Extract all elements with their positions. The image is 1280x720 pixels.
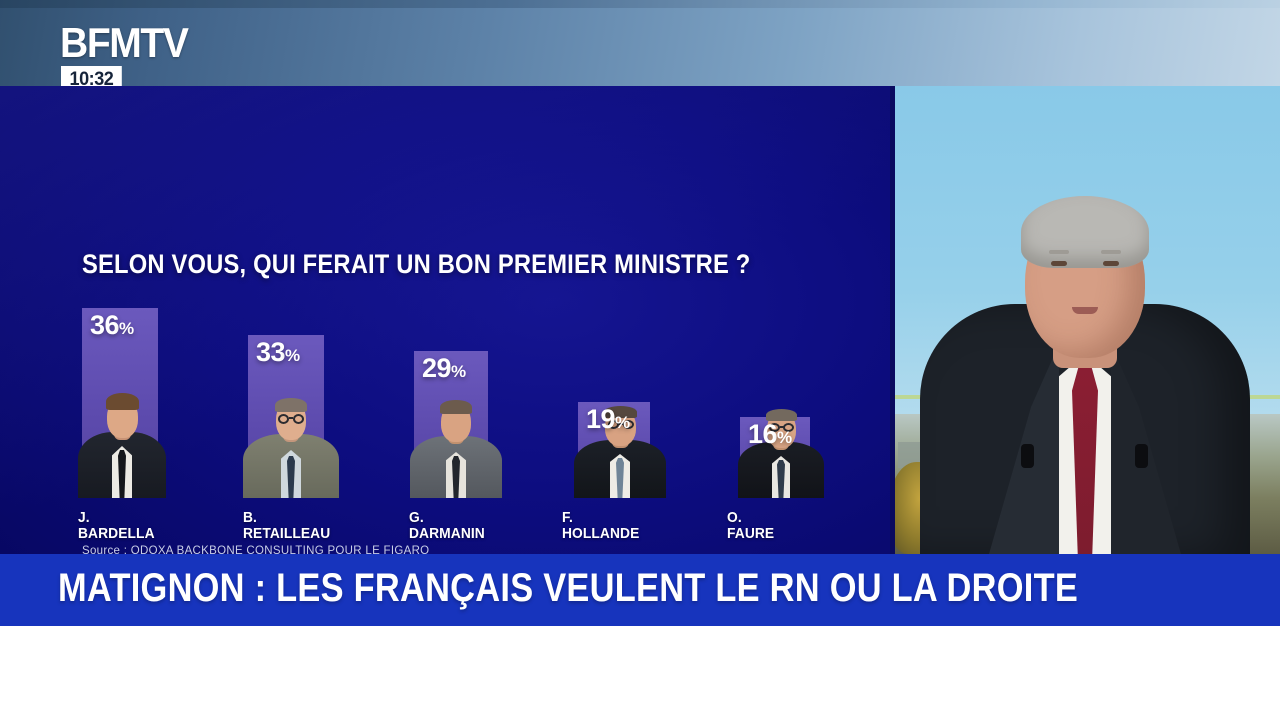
anchor-eye-right: [1103, 261, 1119, 266]
bar-item-2: 33%: [243, 335, 339, 498]
poll-graphic-panel: 36% J. BARDELLA 33% B. RETA: [0, 86, 890, 554]
lapel-microphone-left: [1021, 444, 1034, 468]
bar-item-4: 19%: [574, 402, 666, 498]
bar-label-2: B. RETAILLEAU: [243, 509, 331, 542]
bar-value-4: 19%: [586, 404, 631, 434]
poll-source-label: Source : ODOXA BACKBONE CONSULTING POUR …: [82, 545, 430, 554]
portrait-retailleau: [241, 388, 341, 498]
poll-question-title: SELON VOUS, QUI FERAIT UN BON PREMIER MI…: [82, 249, 751, 279]
bar-value-2: 33%: [256, 337, 301, 367]
anchor-mouth: [1072, 307, 1098, 314]
bar-value-1: 36%: [90, 310, 135, 340]
video-panel-divider: [890, 86, 895, 554]
headline-text: MATIGNON : LES FRANÇAIS VEULENT LE RN OU…: [58, 566, 1079, 610]
bar-value-5: 16%: [748, 419, 793, 449]
bar-item-1: 36%: [78, 308, 166, 498]
anchor-hair: [1021, 196, 1149, 268]
live-video-feed: [890, 86, 1280, 554]
bar-value-3: 29%: [422, 353, 467, 383]
bar-item-5: 16%: [738, 409, 824, 498]
news-anchor: [920, 194, 1250, 554]
portrait-bardella: [74, 386, 170, 498]
bar-label-5: O. FAURE: [727, 509, 775, 542]
lapel-microphone-right: [1135, 444, 1148, 468]
news-ticker-bar: ALERTE INFO GazaLe Hamas a diffusé ce ma…: [0, 626, 1280, 720]
anchor-brow-right: [1101, 250, 1121, 254]
headline-banner: [0, 554, 1280, 626]
portrait-faure: [736, 406, 826, 498]
anchor-brow-left: [1049, 250, 1069, 254]
portrait-darmanin: [408, 392, 504, 498]
bar-chart: 36% J. BARDELLA 33% B. RETA: [0, 86, 890, 554]
bar-label-1: J. BARDELLA: [78, 509, 155, 542]
portrait-hollande: [572, 402, 668, 498]
bar-item-3: 29%: [410, 351, 502, 498]
bar-label-3: G. DARMANIN: [409, 509, 485, 542]
bar-label-4: F. HOLLANDE: [562, 509, 640, 542]
bfmtv-logo: BFMTV: [60, 19, 189, 66]
channel-top-bar: BFMTV 10:32: [0, 0, 1280, 94]
anchor-eye-left: [1051, 261, 1067, 266]
